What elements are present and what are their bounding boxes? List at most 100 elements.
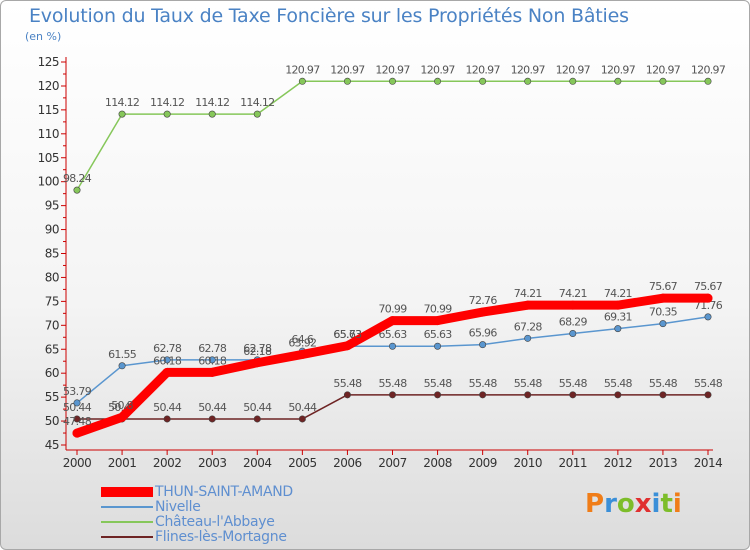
data-label: 114.12 xyxy=(240,96,274,109)
data-label: 64.6 xyxy=(292,333,314,346)
data-point xyxy=(388,342,396,350)
data-label: 98.24 xyxy=(63,172,92,185)
data-point xyxy=(343,391,351,399)
x-tick-label: 2006 xyxy=(333,456,362,470)
data-label: 61.55 xyxy=(108,348,137,361)
data-point xyxy=(659,77,667,85)
data-point xyxy=(163,415,171,423)
data-label: 50.8 xyxy=(111,399,133,412)
legend-swatch-chateau xyxy=(101,521,153,523)
x-tick-label: 2011 xyxy=(559,456,588,470)
x-tick-label: 2013 xyxy=(649,456,678,470)
data-label: 60.18 xyxy=(198,354,227,367)
chart-title: Evolution du Taux de Taxe Foncière sur l… xyxy=(29,5,629,27)
proxiti-logo: Proxiti xyxy=(585,489,682,519)
legend-label-flines: Flines-lès-Mortagne xyxy=(155,529,287,545)
data-point xyxy=(704,313,712,321)
data-point xyxy=(208,415,216,423)
x-tick-label: 2014 xyxy=(694,456,723,470)
data-point xyxy=(704,77,712,85)
data-label: 70.99 xyxy=(379,303,408,316)
y-tick-label: 65 xyxy=(45,342,59,356)
data-point xyxy=(524,391,532,399)
data-point xyxy=(659,320,667,328)
data-point xyxy=(614,391,622,399)
data-label: 120.97 xyxy=(646,63,681,76)
data-point xyxy=(207,367,217,377)
data-label: 65.96 xyxy=(469,327,498,340)
y-tick-label: 100 xyxy=(38,175,59,189)
data-point xyxy=(433,316,443,326)
data-label: 55.48 xyxy=(559,377,588,390)
y-tick-label: 45 xyxy=(45,438,59,452)
data-point xyxy=(434,391,442,399)
x-tick-label: 2002 xyxy=(153,456,182,470)
series-2: 98.24 114.12 114.12 114.12 114.12 120.97 120.9… xyxy=(63,63,727,194)
data-point xyxy=(253,110,261,118)
data-label: 68.29 xyxy=(559,315,588,328)
data-label: 114.12 xyxy=(150,96,184,109)
data-label: 120.97 xyxy=(601,63,636,76)
legend-swatch-nivelle xyxy=(101,506,153,508)
data-label: 50.44 xyxy=(198,401,227,414)
data-label: 63.92 xyxy=(288,336,316,349)
data-label: 114.12 xyxy=(195,96,229,109)
data-point xyxy=(342,341,352,351)
data-label: 120.97 xyxy=(556,63,591,76)
data-label: 50.44 xyxy=(63,401,92,414)
data-label: 70.35 xyxy=(649,306,678,319)
y-tick-label: 60 xyxy=(45,366,59,380)
data-label: 50.44 xyxy=(288,401,317,414)
data-point xyxy=(343,77,351,85)
data-label: 50.44 xyxy=(243,401,272,414)
data-label: 55.48 xyxy=(649,377,678,390)
data-point xyxy=(388,391,396,399)
data-label: 65.63 xyxy=(424,328,453,341)
data-point xyxy=(524,77,532,85)
data-point xyxy=(208,110,216,118)
data-label: 55.48 xyxy=(379,377,408,390)
data-label: 70.99 xyxy=(424,303,453,316)
data-point xyxy=(298,77,306,85)
data-point xyxy=(298,415,306,423)
y-tick-label: 80 xyxy=(45,270,59,284)
data-label: 53.79 xyxy=(63,385,92,398)
data-label: 120.97 xyxy=(691,63,726,76)
data-point xyxy=(117,412,127,422)
data-point xyxy=(659,391,667,399)
data-point xyxy=(73,186,81,194)
chart-subtitle: (en %) xyxy=(25,30,62,43)
y-tick-label: 115 xyxy=(38,103,59,117)
data-point xyxy=(614,77,622,85)
data-point xyxy=(163,356,171,364)
y-tick-label: 105 xyxy=(38,151,59,165)
logo-letter: o xyxy=(616,489,635,519)
x-tick-label: 2001 xyxy=(108,456,137,470)
x-tick-label: 2003 xyxy=(198,456,227,470)
data-label: 62.78 xyxy=(198,342,227,355)
x-tick-label: 2012 xyxy=(604,456,633,470)
y-tick-label: 125 xyxy=(38,55,59,69)
data-label: 65.73 xyxy=(333,328,362,341)
data-label: 55.48 xyxy=(604,377,633,390)
data-label: 75.67 xyxy=(649,280,678,293)
data-label: 62.78 xyxy=(153,342,182,355)
y-tick-label: 120 xyxy=(38,79,59,93)
series-1: 53.79 61.55 62.78 62.78 62.78 64.6 65.63 65.63 6… xyxy=(63,299,723,407)
data-point xyxy=(614,325,622,333)
x-tick-label: 2010 xyxy=(513,456,542,470)
data-label: 120.97 xyxy=(375,63,410,76)
data-point xyxy=(73,415,81,423)
x-tick-label: 2005 xyxy=(288,456,317,470)
logo-letter: x xyxy=(634,489,652,519)
data-label: 72.76 xyxy=(469,294,498,307)
data-label: 74.21 xyxy=(604,287,632,300)
data-point xyxy=(479,341,487,349)
data-point xyxy=(253,415,261,423)
data-label: 120.97 xyxy=(330,63,365,76)
logo-letter: i xyxy=(651,489,661,519)
x-tick-label: 2008 xyxy=(423,456,452,470)
data-point xyxy=(73,399,81,407)
data-point xyxy=(72,428,82,438)
